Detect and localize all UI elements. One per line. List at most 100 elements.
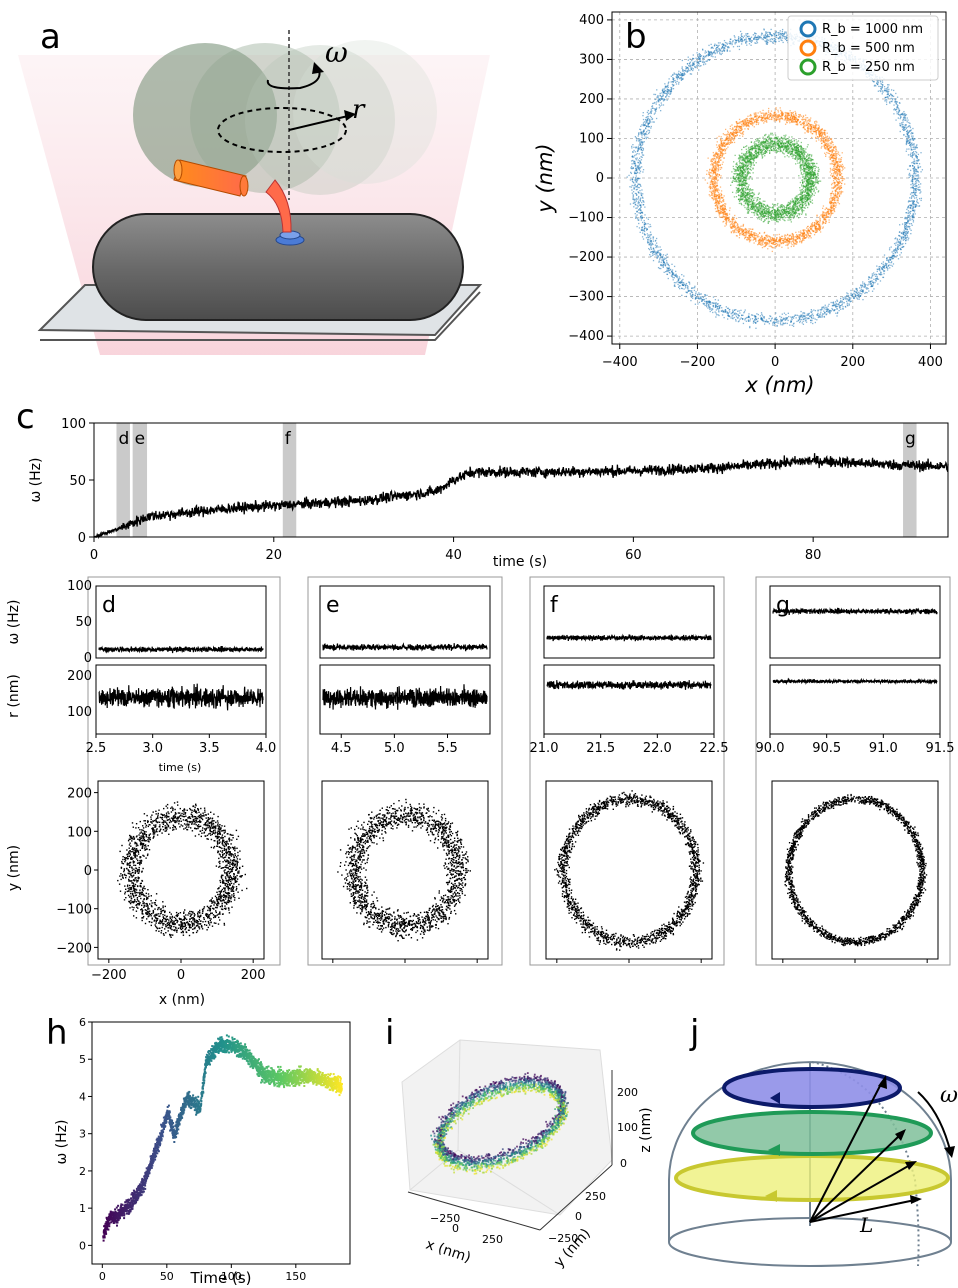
b-point <box>900 243 902 245</box>
b-point <box>792 325 795 327</box>
b-point <box>658 267 661 270</box>
b-point <box>820 225 822 227</box>
b-point <box>773 33 776 36</box>
b-point <box>718 310 720 312</box>
b-point <box>730 232 733 234</box>
b-point <box>720 143 722 146</box>
b-point <box>672 279 674 281</box>
b-point <box>722 211 725 214</box>
b-point <box>639 177 641 180</box>
b-point <box>719 198 721 200</box>
b-point <box>745 42 747 44</box>
b-point <box>905 139 908 141</box>
b-point <box>692 287 694 289</box>
b-point <box>688 290 691 292</box>
b-point <box>664 83 666 85</box>
b-point <box>797 319 800 321</box>
b-point <box>913 206 915 208</box>
b-point <box>859 294 862 297</box>
b-point <box>785 120 788 122</box>
b-point <box>881 80 884 82</box>
b-point <box>739 127 741 129</box>
b-point <box>896 239 899 241</box>
b-point <box>904 242 907 245</box>
b-point <box>909 164 911 167</box>
b-point <box>712 47 714 49</box>
b-point <box>760 36 762 39</box>
b-point <box>632 176 635 178</box>
b-point <box>735 228 737 230</box>
b-point <box>687 67 690 69</box>
b-point <box>697 297 700 299</box>
b-point <box>749 122 751 124</box>
b-point <box>882 261 885 263</box>
b-point <box>912 194 914 197</box>
b-point <box>765 43 768 45</box>
b-point <box>698 63 700 65</box>
b-point <box>786 243 788 245</box>
b-point <box>772 234 775 236</box>
b-point <box>812 322 814 325</box>
b-point <box>751 318 754 320</box>
b-point <box>634 204 636 206</box>
b-point <box>663 261 665 263</box>
b-point <box>882 265 885 267</box>
b-point <box>909 175 912 177</box>
b-point <box>642 114 644 117</box>
b-point <box>817 316 820 319</box>
b-point <box>773 120 775 122</box>
b-point <box>774 39 777 41</box>
b-point <box>846 294 848 297</box>
b-point <box>842 296 844 299</box>
b-point <box>827 141 829 143</box>
b-point <box>713 44 716 47</box>
b-point <box>720 156 722 159</box>
b-point <box>725 45 727 47</box>
b-point <box>914 203 916 206</box>
b-point <box>739 312 741 314</box>
b-point <box>727 313 729 315</box>
b-point <box>913 168 915 170</box>
b-point <box>634 170 637 172</box>
b-point <box>911 156 914 159</box>
b-point <box>898 102 901 104</box>
b-point <box>736 125 739 127</box>
b-point <box>844 167 846 169</box>
b-point <box>659 92 661 95</box>
b-point <box>831 172 833 175</box>
b-point <box>711 162 713 165</box>
b-point <box>808 126 810 128</box>
b-point <box>647 235 649 237</box>
b-point <box>919 192 921 194</box>
b-point <box>798 315 800 317</box>
b-point <box>913 160 915 162</box>
b-point <box>896 250 898 252</box>
b-point <box>754 38 756 40</box>
b-point <box>886 257 888 259</box>
b-point <box>766 34 769 37</box>
b-point <box>651 244 653 246</box>
b-point <box>720 216 722 218</box>
b-point <box>916 199 918 201</box>
b-point <box>750 233 752 236</box>
b-point <box>913 151 915 153</box>
b-point <box>726 312 728 314</box>
b-point <box>821 213 823 216</box>
b-point <box>633 146 635 148</box>
b-point <box>863 282 866 284</box>
b-point <box>684 73 686 75</box>
b-point <box>792 323 795 325</box>
b-point <box>854 295 857 297</box>
b-point <box>633 206 635 208</box>
b-point <box>774 317 776 319</box>
b-point <box>738 229 740 231</box>
b-point <box>908 172 911 175</box>
b-point <box>641 227 643 229</box>
b-point <box>728 309 730 311</box>
b-point <box>770 320 772 322</box>
b-point <box>714 43 716 45</box>
b-point <box>796 234 798 236</box>
b-point <box>732 312 734 314</box>
b-point <box>656 89 658 91</box>
b-point <box>636 179 639 181</box>
